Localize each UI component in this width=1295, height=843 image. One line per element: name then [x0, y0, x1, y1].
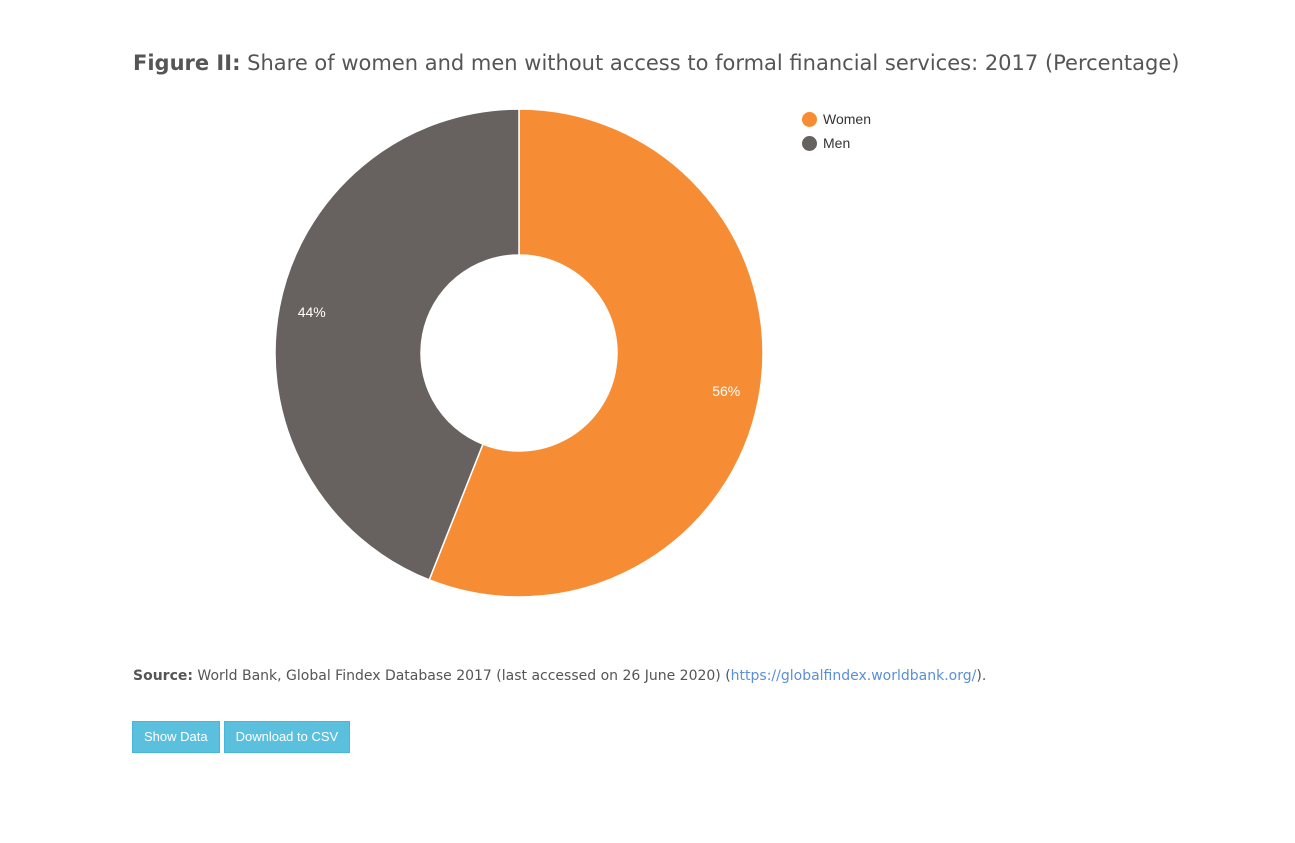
source-label: Source:: [133, 668, 193, 684]
donut-slice-men[interactable]: [274, 108, 520, 581]
download-csv-button[interactable]: Download to CSV: [223, 721, 351, 753]
source-link[interactable]: https://globalfindex.worldbank.org/: [730, 668, 977, 684]
chart-legend: Women Men: [802, 107, 871, 155]
figure-title: Figure II: Share of women and men withou…: [133, 48, 1179, 78]
slice-label-women: 56%: [712, 383, 740, 399]
donut-slice-labels: 56% 44%: [298, 304, 741, 399]
legend-swatch-women: [802, 111, 817, 127]
show-data-button[interactable]: Show Data: [132, 721, 220, 753]
legend-label-women: Women: [823, 111, 871, 127]
legend-label-men: Men: [823, 135, 851, 151]
figure-title-text: Share of women and men without access to…: [247, 51, 1180, 75]
source-note: Source: World Bank, Global Findex Databa…: [133, 668, 986, 684]
legend-item-men[interactable]: Men: [802, 131, 871, 155]
figure-title-prefix: Figure II:: [133, 51, 241, 75]
donut-slice-women[interactable]: [428, 108, 764, 598]
legend-item-women[interactable]: Women: [802, 107, 871, 131]
legend-swatch-men: [802, 135, 817, 151]
slice-label-men: 44%: [298, 304, 326, 320]
source-text: World Bank, Global Findex Database 2017 …: [192, 668, 731, 684]
chart-actions: Show Data Download to CSV: [132, 721, 351, 753]
source-suffix: ).: [976, 668, 987, 684]
donut-slices: [274, 108, 764, 598]
